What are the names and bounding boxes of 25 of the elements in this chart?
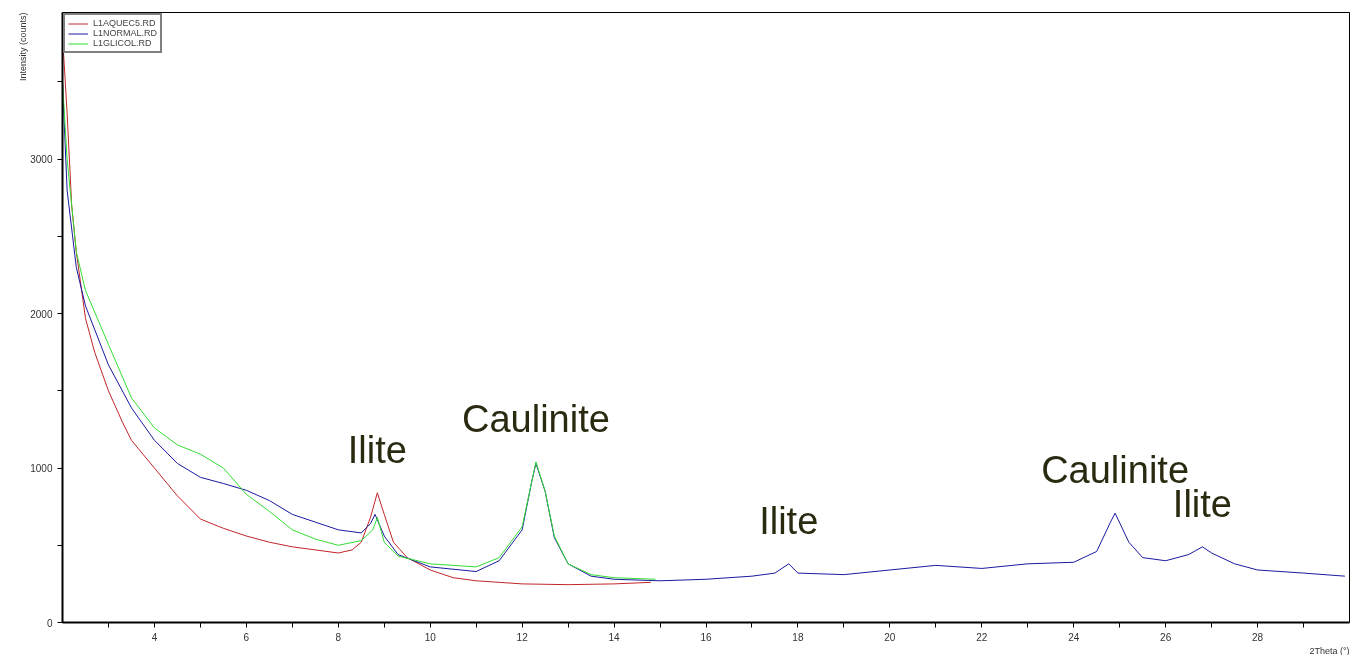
y-axis-title: Intensity (counts) bbox=[17, 12, 28, 82]
x-tick-label: 18 bbox=[792, 631, 804, 643]
legend-label: L1AQUEC5.RD bbox=[93, 18, 156, 28]
x-tick-label: 4 bbox=[151, 631, 158, 643]
y-tick-label: 1000 bbox=[30, 463, 53, 475]
legend-label: L1NORMAL.RD bbox=[93, 28, 158, 38]
y-tick-label: 3000 bbox=[30, 154, 53, 166]
x-tick-label: 22 bbox=[976, 631, 988, 643]
legend-label: L1GLICOL.RD bbox=[93, 38, 152, 48]
x-axis-title: 2Theta (°) bbox=[1309, 645, 1350, 655]
annotation: Ilite bbox=[759, 499, 819, 542]
x-tick-label: 26 bbox=[1160, 631, 1172, 643]
x-tick-label: 8 bbox=[335, 631, 342, 643]
x-tick-label: 20 bbox=[884, 631, 896, 643]
x-tick-label: 6 bbox=[243, 631, 250, 643]
y-tick-label: 2000 bbox=[30, 308, 53, 320]
x-tick-label: 24 bbox=[1068, 631, 1080, 643]
annotation: Ilite bbox=[347, 428, 407, 471]
x-tick-label: 28 bbox=[1252, 631, 1264, 643]
x-tick-label: 16 bbox=[700, 631, 712, 643]
annotation: Caulinite bbox=[462, 397, 610, 440]
x-tick-label: 14 bbox=[608, 631, 621, 643]
y-tick-label: 0 bbox=[46, 617, 53, 629]
x-tick-label: 12 bbox=[516, 631, 529, 643]
x-tick-label: 10 bbox=[424, 631, 437, 643]
